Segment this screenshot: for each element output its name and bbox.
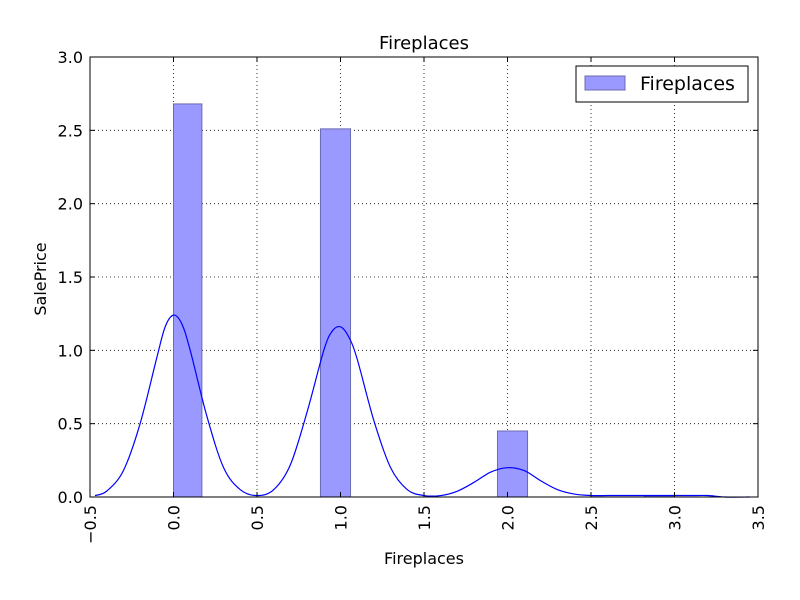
legend-label: Fireplaces [640,73,735,95]
kde-line [94,314,750,498]
x-tick-label: 2.5 [582,505,601,530]
legend-swatch [584,75,626,91]
y-tick-label: 0.5 [58,415,83,434]
x-axis-ticks: −0.5 0.0 0.5 1.0 1.5 2.0 2.5 3.0 3.5 [81,57,768,544]
histogram-bar [173,103,203,498]
y-tick-label: 3.0 [58,48,83,67]
y-axis-ticks: 0.0 0.5 1.0 1.5 2.0 2.5 3.0 [58,48,758,507]
x-tick-label: 0.0 [165,505,184,530]
x-tick-label: 2.0 [499,505,518,530]
x-tick-label: 3.0 [666,505,685,530]
x-axis-title: Fireplaces [384,549,464,568]
y-axis-title: SalePrice [31,242,50,315]
y-tick-label: 2.0 [58,195,83,214]
x-tick-label: −0.5 [81,505,100,544]
x-tick-label: 1.0 [332,505,351,530]
chart-title: Fireplaces [379,33,469,54]
x-tick-label: 0.5 [248,505,267,530]
y-tick-label: 2.5 [58,121,83,140]
y-tick-label: 1.0 [58,341,83,360]
legend: Fireplaces [575,65,749,103]
x-tick-label: 1.5 [415,505,434,530]
histogram-bar [496,430,529,498]
histogram-bar [319,128,352,498]
y-tick-label: 0.0 [58,488,83,507]
x-tick-label: 3.5 [749,505,768,530]
y-tick-label: 1.5 [58,268,83,287]
